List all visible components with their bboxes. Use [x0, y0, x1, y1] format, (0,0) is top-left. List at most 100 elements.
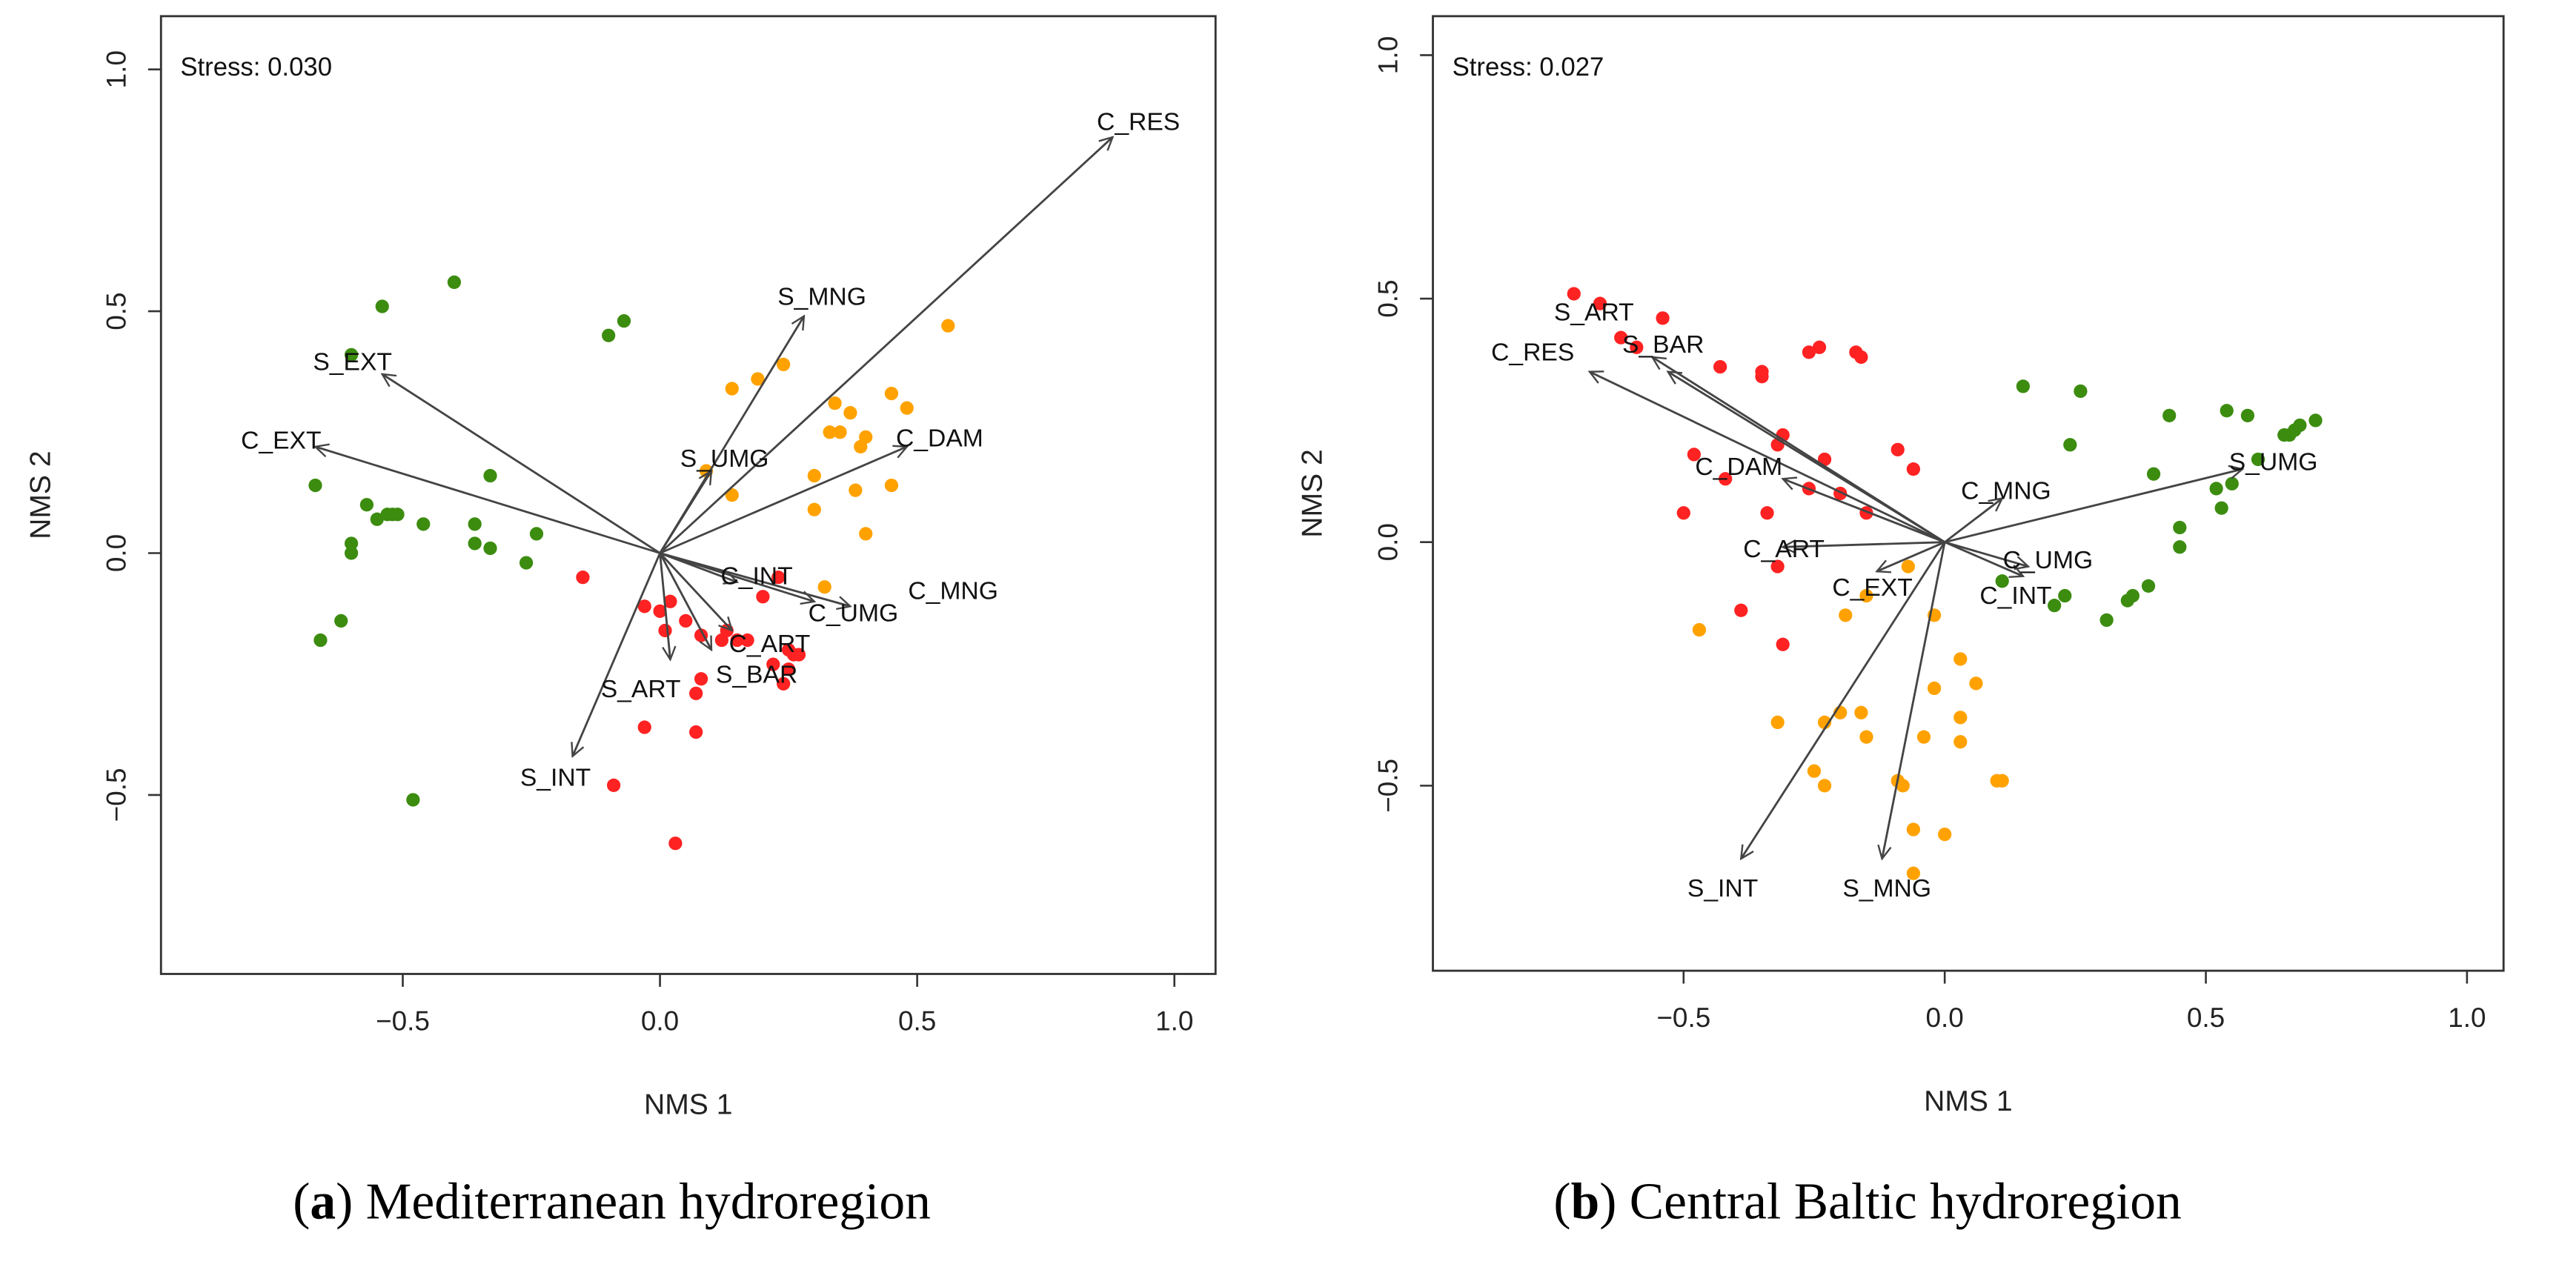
data-point-red [606, 778, 621, 792]
data-point-green [468, 517, 482, 531]
data-point-green [2120, 593, 2134, 608]
data-point-orange [1839, 608, 1853, 622]
data-point-green [344, 347, 359, 362]
data-point-red [791, 648, 806, 662]
data-point-orange [1901, 559, 1915, 573]
data-point-red [1770, 559, 1785, 573]
data-point-orange [900, 401, 914, 415]
x-tick-label: 0.0 [1926, 1002, 1964, 1033]
data-point-orange [807, 468, 821, 483]
data-point-green [385, 508, 399, 522]
vector-label: C_ART [1743, 536, 1825, 563]
data-point-green [2173, 540, 2187, 554]
data-point-orange [725, 488, 739, 502]
data-point-red [1656, 311, 1670, 325]
data-point-orange [1770, 715, 1785, 730]
data-point-orange [884, 386, 899, 401]
y-axis-label: NMS 2 [24, 450, 56, 539]
data-point-green [1995, 574, 2009, 588]
panel-caption: (a) Mediterranean hydroregion [293, 1174, 931, 1231]
data-point-red [1760, 506, 1774, 520]
data-point-red [1755, 370, 1769, 384]
data-point-red [1713, 359, 1727, 374]
data-point-green [2209, 482, 2223, 496]
data-point-orange [1854, 705, 1868, 719]
data-point-green [334, 613, 348, 628]
data-point-orange [843, 406, 857, 420]
vector-arrow [1944, 499, 2002, 543]
data-point-green [2063, 438, 2077, 452]
data-point-green [2240, 408, 2255, 422]
data-point-green [519, 556, 534, 570]
caption-text: Mediterranean hydroregion [366, 1174, 931, 1231]
vector-label: C_EXT [241, 428, 321, 455]
plot-frame [1432, 15, 2505, 972]
data-point-red [1734, 603, 1748, 617]
data-point-green [344, 536, 359, 551]
data-point-red [1567, 287, 1581, 301]
y-axis-label: NMS 2 [1297, 449, 1329, 537]
data-point-green [370, 512, 384, 526]
data-point-green [468, 536, 482, 551]
vector-arrow [382, 374, 661, 554]
data-point-red [689, 725, 703, 739]
vector-label: C_RES [1491, 339, 1574, 367]
environmental-vectors [315, 137, 1112, 756]
plot-frame [159, 15, 1217, 975]
vector-arrow [660, 552, 851, 607]
data-point-red [771, 571, 786, 585]
data-point-red [1687, 448, 1702, 462]
vector-label: S_INT [1687, 875, 1758, 902]
data-point-green [2220, 404, 2234, 418]
data-point-red [1676, 506, 1690, 520]
vector-label: S_INT [520, 764, 591, 791]
data-point-red [781, 662, 796, 676]
vector-label: C_MNG [1961, 478, 2051, 505]
data-point-orange [807, 502, 821, 516]
y-tick-label: 0.5 [101, 292, 131, 330]
data-point-orange [1807, 764, 1822, 778]
vector-label: S_MNG [777, 283, 866, 310]
vector-arrow [1783, 542, 1945, 548]
vector-label: S_ART [1554, 299, 1634, 326]
data-point-red [637, 720, 651, 734]
vector-arrow [1944, 469, 2243, 544]
data-point-orange [849, 483, 863, 497]
environmental-vectors [1590, 357, 2243, 859]
data-point-orange [1953, 735, 1968, 749]
data-point-green [308, 478, 322, 493]
data-point-green [2058, 588, 2072, 603]
vector-label: S_BAR [1622, 331, 1704, 359]
data-point-red [1614, 330, 1628, 345]
data-point-green [406, 793, 420, 807]
vector-label: S_MNG [1842, 875, 1931, 902]
data-point-orange [817, 580, 831, 594]
caption-letter: b [1571, 1174, 1600, 1231]
vector-arrow [1668, 372, 1945, 543]
data-point-orange [1927, 681, 1942, 696]
data-point-orange [725, 382, 739, 396]
data-point-red [637, 599, 651, 613]
y-tick-label: −0.5 [1373, 759, 1404, 813]
data-point-green [2214, 501, 2228, 515]
data-point-green [447, 275, 462, 290]
series-green [308, 275, 631, 807]
data-point-orange [1969, 676, 1983, 691]
series-red [576, 571, 806, 851]
caption-letter: a [310, 1174, 336, 1231]
data-point-green [2016, 379, 2031, 393]
vector-arrow [660, 447, 907, 554]
data-point-red [653, 604, 667, 618]
vector-label: C_INT [1979, 582, 2051, 610]
data-point-red [1812, 340, 1827, 354]
data-point-orange [1859, 730, 1873, 744]
data-point-red [777, 676, 791, 691]
vector-arrow [1741, 541, 1946, 859]
data-point-orange [884, 478, 899, 493]
data-point-green [2308, 413, 2323, 428]
data-point-red [730, 633, 744, 648]
data-point-green [483, 468, 497, 483]
data-point-red [1890, 442, 1905, 456]
x-tick-label: −0.5 [1656, 1002, 1710, 1033]
